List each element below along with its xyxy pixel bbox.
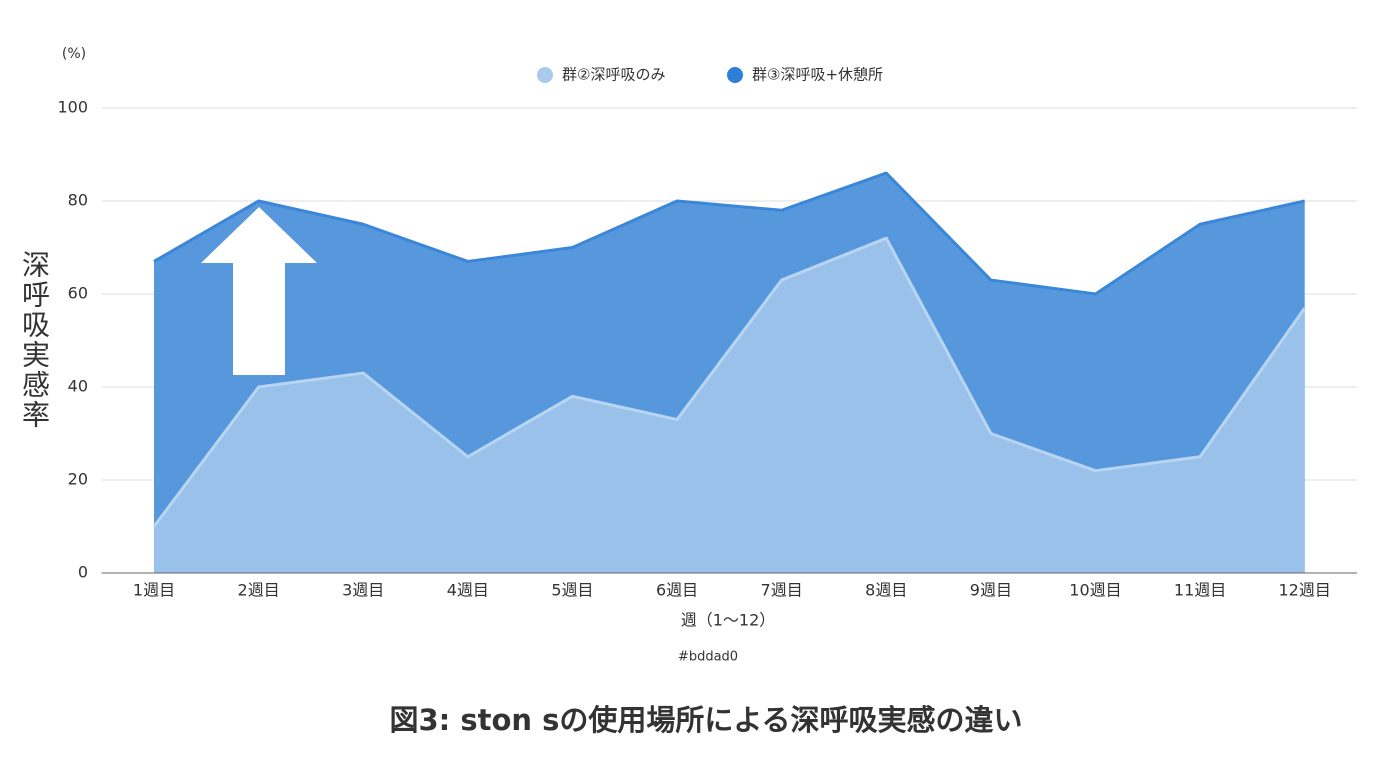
x-tick-label: 6週目 xyxy=(656,581,698,600)
x-tick-label: 9週目 xyxy=(970,581,1012,600)
x-tick-label: 7週目 xyxy=(761,581,803,600)
unit-label: (%) xyxy=(62,46,86,62)
y-tick-label: 20 xyxy=(68,470,88,489)
x-tick-label: 10週目 xyxy=(1069,581,1121,600)
x-tick-label: 12週目 xyxy=(1279,581,1331,600)
plot-area xyxy=(152,171,1306,573)
line xyxy=(152,236,1306,528)
x-tick-label: 8週目 xyxy=(865,581,907,600)
x-tick-label: 2週目 xyxy=(238,581,280,600)
x-tick-label: 3週目 xyxy=(342,581,384,600)
area xyxy=(154,238,1305,573)
arrow-annotation xyxy=(201,207,317,375)
y-tick-label: 0 xyxy=(78,563,88,582)
line xyxy=(153,171,1306,296)
legend-label: 群②深呼吸のみ xyxy=(562,66,665,84)
y-tick-label: 40 xyxy=(68,377,88,396)
y-axis-title: 深呼吸実感率 xyxy=(18,250,51,430)
x-tick-label: 1週目 xyxy=(133,581,175,600)
x-tick-label: 4週目 xyxy=(447,581,489,600)
x-axis-title: 週（1〜12） xyxy=(681,611,776,630)
legend-marker xyxy=(537,67,553,83)
y-tick-label: 80 xyxy=(68,191,88,210)
note: #bddad0 xyxy=(678,650,738,665)
legend-marker xyxy=(727,67,743,83)
caption: 図3: ston sの使用場所による深呼吸実感の違い xyxy=(389,703,1022,737)
x-tick-label: 11週目 xyxy=(1174,581,1226,600)
y-tick-label: 100 xyxy=(57,98,88,117)
x-tick-label: 5週目 xyxy=(551,581,593,600)
legend-label: 群③深呼吸+休憩所 xyxy=(752,66,883,84)
y-tick-label: 60 xyxy=(68,284,88,303)
